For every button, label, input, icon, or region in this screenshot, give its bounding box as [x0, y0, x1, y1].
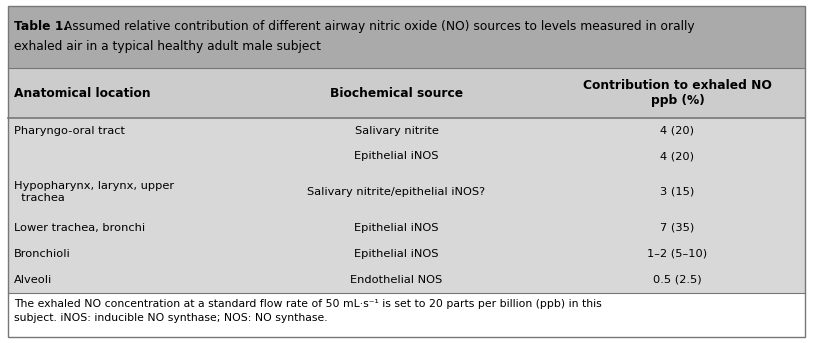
Text: 4 (20): 4 (20): [660, 126, 694, 136]
Text: Anatomical location: Anatomical location: [14, 86, 150, 99]
Text: Hypopharynx, larynx, upper
  trachea: Hypopharynx, larynx, upper trachea: [14, 181, 174, 203]
Text: 7 (35): 7 (35): [660, 223, 694, 233]
Text: Assumed relative contribution of different airway nitric oxide (NO) sources to l: Assumed relative contribution of differe…: [60, 20, 694, 33]
Bar: [8, 169, 805, 215]
Text: subject. iNOS: inducible NO synthase; NOS: NO synthase.: subject. iNOS: inducible NO synthase; NO…: [14, 313, 328, 323]
Text: 3 (15): 3 (15): [660, 187, 694, 197]
Text: Salivary nitrite: Salivary nitrite: [354, 126, 438, 136]
Text: exhaled air in a typical healthy adult male subject: exhaled air in a typical healthy adult m…: [14, 40, 321, 53]
Bar: [8, 293, 805, 337]
Text: Lower trachea, bronchi: Lower trachea, bronchi: [14, 223, 146, 233]
Bar: [8, 267, 805, 293]
Bar: [8, 215, 805, 241]
Text: 1–2 (5–10): 1–2 (5–10): [647, 249, 707, 259]
Text: Epithelial iNOS: Epithelial iNOS: [354, 249, 439, 259]
Text: Pharyngo-oral tract: Pharyngo-oral tract: [14, 126, 125, 136]
Text: Salivary nitrite/epithelial iNOS?: Salivary nitrite/epithelial iNOS?: [307, 187, 485, 197]
Text: 0.5 (2.5): 0.5 (2.5): [653, 275, 702, 285]
Text: Endothelial NOS: Endothelial NOS: [350, 275, 442, 285]
Bar: [8, 118, 805, 169]
Text: Bronchioli: Bronchioli: [14, 249, 71, 259]
Text: Alveoli: Alveoli: [14, 275, 52, 285]
Text: Contribution to exhaled NO
ppb (%): Contribution to exhaled NO ppb (%): [583, 79, 772, 107]
Bar: [8, 6, 805, 337]
Bar: [8, 6, 805, 68]
Bar: [8, 241, 805, 267]
Text: Table 1.: Table 1.: [14, 20, 68, 33]
Text: 4 (20): 4 (20): [660, 151, 694, 161]
Bar: [8, 68, 805, 118]
Text: Epithelial iNOS: Epithelial iNOS: [354, 223, 439, 233]
Text: Epithelial iNOS: Epithelial iNOS: [354, 151, 439, 161]
Text: The exhaled NO concentration at a standard flow rate of 50 mL·s⁻¹ is set to 20 p: The exhaled NO concentration at a standa…: [14, 299, 602, 309]
Text: Biochemical source: Biochemical source: [330, 86, 463, 99]
